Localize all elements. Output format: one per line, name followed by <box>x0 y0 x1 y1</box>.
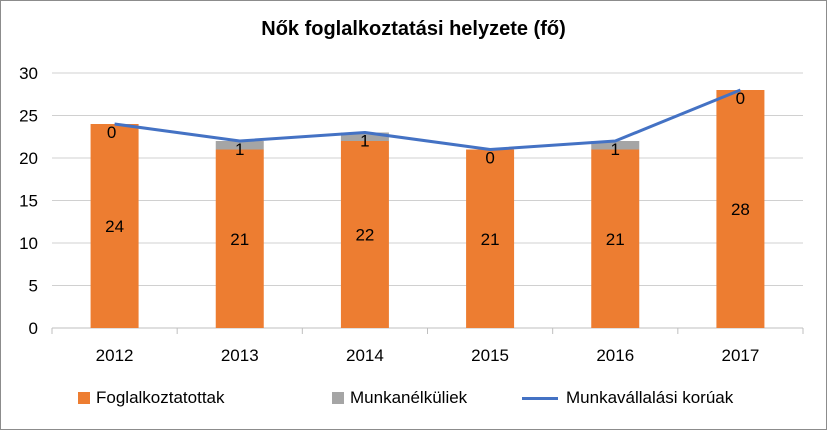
legend-item-working-age: Munkavállalási korúak <box>522 386 733 410</box>
legend-item-unemployed: Munkanélküliek <box>332 386 467 410</box>
data-label-unemployed: 1 <box>611 140 620 159</box>
legend-label-unemployed: Munkanélküliek <box>350 388 468 407</box>
x-tick-label: 2013 <box>221 346 259 365</box>
bar-unemployed <box>591 141 640 150</box>
bar-employed <box>340 141 389 328</box>
legend-swatch-unemployed <box>332 392 344 404</box>
data-label-unemployed: 0 <box>107 123 116 142</box>
bar-employed <box>591 149 640 328</box>
bar-employed <box>466 149 515 328</box>
x-tick-label: 2017 <box>722 346 760 365</box>
bar-employed <box>215 149 264 328</box>
data-label-unemployed: 0 <box>485 149 494 168</box>
line-working-age <box>114 88 741 151</box>
chart-title: Nők foglalkoztatási helyzete (fő) <box>261 18 566 40</box>
data-label-employed: 21 <box>230 230 249 249</box>
legend-swatch-working-age <box>522 396 558 400</box>
data-label-unemployed: 1 <box>360 132 369 151</box>
y-tick-label: 10 <box>19 234 38 253</box>
legend-item-employed: Foglalkoztatottak <box>78 386 225 410</box>
x-tick-label: 2015 <box>471 346 509 365</box>
y-tick-label: 25 <box>19 107 38 126</box>
bar-employed <box>716 90 765 328</box>
data-label-employed: 21 <box>606 230 625 249</box>
y-tick-label: 0 <box>29 319 38 338</box>
x-tick-label: 2016 <box>596 346 634 365</box>
legend-label-employed: Foglalkoztatottak <box>96 388 225 407</box>
bar-unemployed <box>340 132 389 141</box>
data-label-unemployed: 1 <box>235 140 244 159</box>
x-tick-label: 2014 <box>346 346 384 365</box>
bar-employed <box>90 124 139 328</box>
data-label-employed: 28 <box>731 200 750 219</box>
data-label-employed: 24 <box>105 217 124 236</box>
legend-label-working-age: Munkavállalási korúak <box>566 388 734 407</box>
y-tick-label: 15 <box>19 192 38 211</box>
x-tick-label: 2012 <box>96 346 134 365</box>
bar-unemployed <box>215 141 264 150</box>
legend-swatch-employed <box>78 392 90 404</box>
chart-legend: Foglalkoztatottak Munkanélküliek Munkavá… <box>0 386 827 410</box>
y-tick-label: 20 <box>19 149 38 168</box>
data-label-employed: 21 <box>481 230 500 249</box>
y-tick-label: 5 <box>29 277 38 296</box>
data-label-employed: 22 <box>355 226 374 245</box>
y-tick-label: 30 <box>19 64 38 83</box>
data-label-unemployed: 0 <box>736 89 745 108</box>
